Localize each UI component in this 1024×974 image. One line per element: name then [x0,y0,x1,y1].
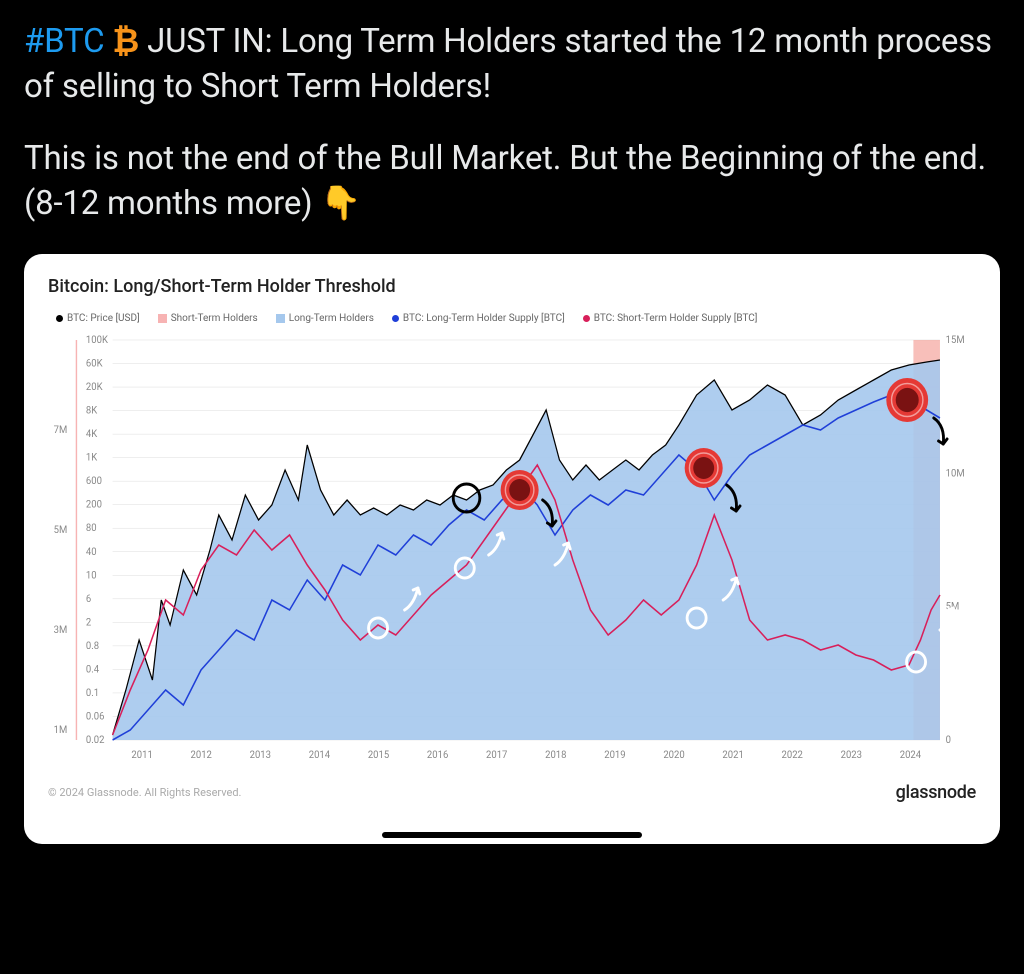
legend-label: BTC: Short-Term Holder Supply [BTC] [594,313,758,324]
legend-label: Short-Term Holders [171,313,258,324]
svg-text:2018: 2018 [545,750,566,761]
tweet-body: #BTC ₿ JUST IN: Long Term Holders starte… [24,20,1000,226]
legend-label: BTC: Price [USD] [67,313,140,324]
copyright-text: © 2024 Glassnode. All Rights Reserved. [48,786,241,799]
svg-text:1M: 1M [54,725,68,736]
svg-text:0.02: 0.02 [86,735,105,746]
svg-text:0.06: 0.06 [86,711,105,722]
svg-text:7M: 7M [54,425,68,436]
legend-item: BTC: Price [USD] [56,313,140,324]
svg-text:2012: 2012 [191,750,213,761]
brand-logo: glassnode [896,782,976,803]
svg-text:2019: 2019 [604,750,625,761]
svg-text:2014: 2014 [309,750,331,761]
legend-item: BTC: Long-Term Holder Supply [BTC] [392,313,565,324]
svg-text:0.1: 0.1 [86,688,99,699]
svg-text:20K: 20K [86,382,104,393]
svg-text:2020: 2020 [663,750,684,761]
legend-swatch [392,315,399,322]
svg-text:0.8: 0.8 [86,641,99,652]
legend-item: Long-Term Holders [276,313,374,324]
svg-text:100K: 100K [86,335,109,346]
legend-swatch [158,314,167,323]
legend-item: Short-Term Holders [158,313,258,324]
svg-text:2011: 2011 [131,750,152,761]
svg-text:600: 600 [86,476,102,487]
legend-swatch [583,315,590,322]
svg-text:2024: 2024 [900,750,922,761]
chart-card: Bitcoin: Long/Short-Term Holder Threshol… [24,254,1000,844]
legend-swatch [56,315,63,322]
tweet-line-1-text: JUST IN: Long Term Holders started the 1… [24,22,992,106]
tweet-line-2: This is not the end of the Bull Market. … [24,137,1000,226]
home-indicator [382,832,642,838]
svg-text:0.4: 0.4 [86,664,100,675]
svg-text:60K: 60K [86,359,104,370]
svg-text:40: 40 [86,547,97,558]
svg-text:80: 80 [86,523,97,534]
svg-text:3M: 3M [54,625,68,636]
legend-label: Long-Term Holders [289,313,374,324]
svg-text:15M: 15M [946,335,965,346]
legend-label: BTC: Long-Term Holder Supply [BTC] [403,313,565,324]
svg-text:10: 10 [86,570,97,581]
hashtag-btc[interactable]: #BTC [24,22,104,61]
svg-text:2022: 2022 [782,750,804,761]
svg-text:2016: 2016 [427,750,449,761]
svg-text:2021: 2021 [722,750,743,761]
svg-text:2017: 2017 [486,750,508,761]
svg-text:200: 200 [86,500,102,511]
svg-text:2023: 2023 [841,750,862,761]
legend-item: BTC: Short-Term Holder Supply [BTC] [583,313,758,324]
chart-title: Bitcoin: Long/Short-Term Holder Threshol… [48,276,986,297]
chart-plot-area: 1M3M5M7M05M10M15M0.020.060.10.40.8261040… [46,330,978,770]
svg-text:1K: 1K [86,453,98,464]
chart-svg: 1M3M5M7M05M10M15M0.020.060.10.40.8261040… [46,330,978,770]
svg-text:5M: 5M [54,525,68,536]
svg-text:4K: 4K [86,429,98,440]
tweet-line-1: #BTC ₿ JUST IN: Long Term Holders starte… [24,20,1000,109]
svg-text:2013: 2013 [250,750,271,761]
svg-text:2015: 2015 [368,750,390,761]
bitcoin-icon: ₿ [112,22,139,61]
svg-text:2: 2 [86,617,92,628]
svg-text:0: 0 [946,735,951,746]
svg-text:8K: 8K [86,406,98,417]
svg-text:10M: 10M [946,468,965,479]
chart-legend: BTC: Price [USD] Short-Term Holders Long-T… [56,313,986,324]
legend-swatch [276,314,285,323]
svg-text:6: 6 [86,594,92,605]
